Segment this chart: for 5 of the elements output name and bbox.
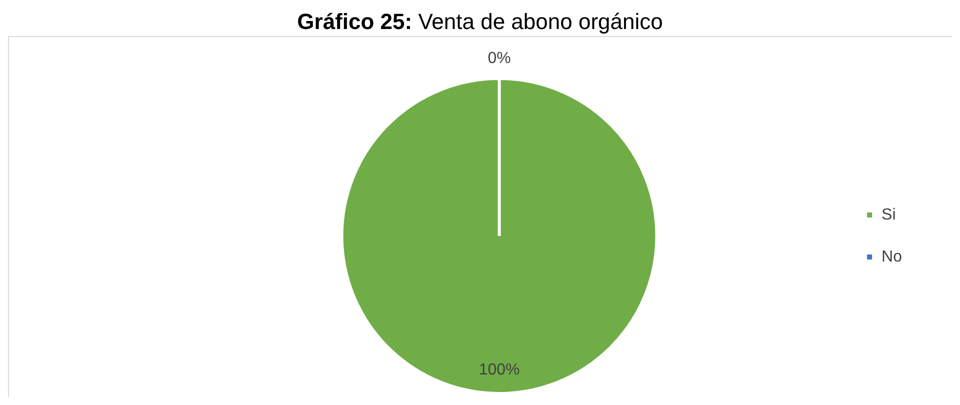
legend-label: Si [882, 206, 896, 224]
text: 0% [488, 50, 511, 67]
legend-label: No [882, 248, 902, 266]
data-label: 100% [478, 361, 520, 378]
chart-title: Gráfico 25: Venta de abono orgánico [297, 9, 663, 34]
